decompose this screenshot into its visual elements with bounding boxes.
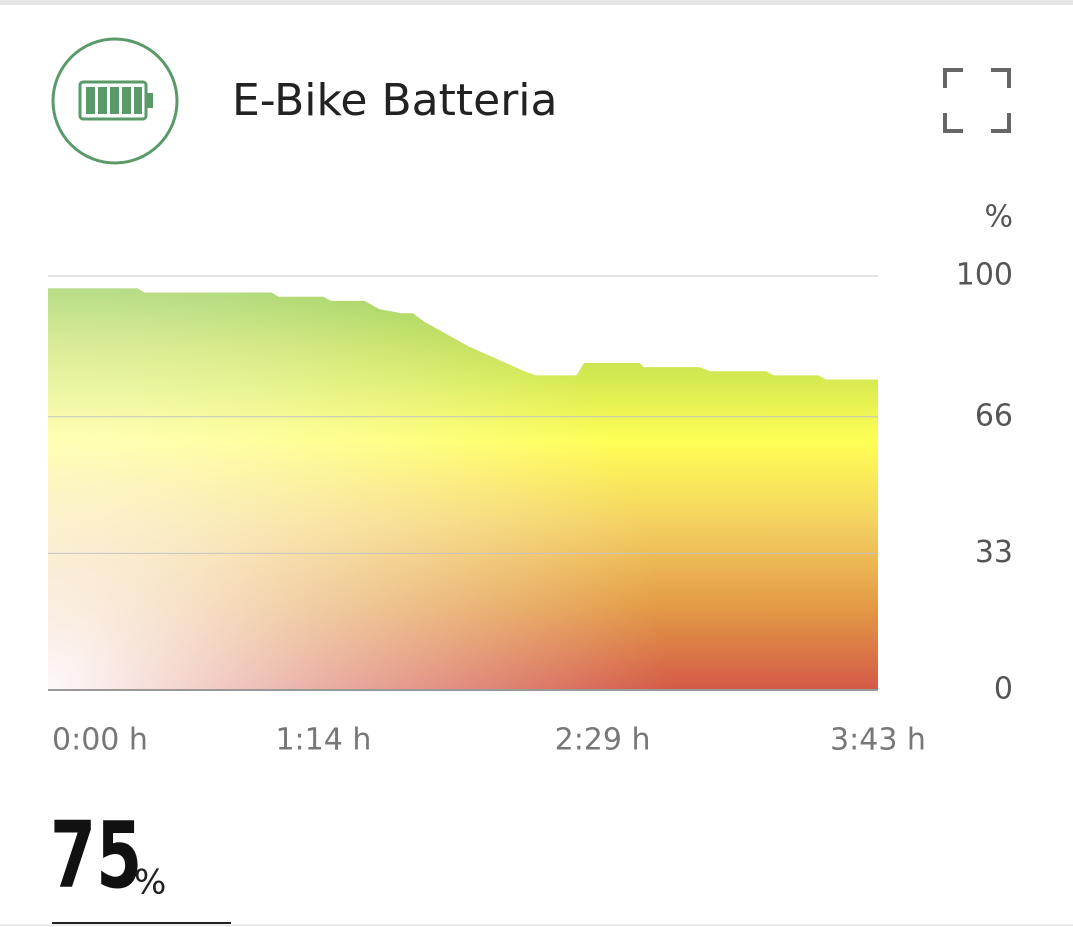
current-value: 75 — [50, 802, 142, 909]
x-tick-label: 1:14 h — [275, 723, 371, 758]
y-tick-label: 0 — [994, 672, 1013, 707]
x-tick-label: 2:29 h — [555, 723, 651, 758]
top-bar — [0, 0, 1073, 5]
battery-badge — [51, 37, 179, 165]
x-tick-label: 3:43 h — [830, 723, 926, 758]
y-tick-label: 100 — [956, 258, 1013, 293]
y-axis-label: % — [984, 200, 1013, 235]
current-unit: % — [134, 863, 166, 903]
y-tick-label: 66 — [975, 398, 1013, 433]
y-tick-label: 33 — [975, 535, 1013, 570]
expand-button[interactable] — [935, 60, 1019, 142]
area-fade — [48, 288, 878, 690]
plot: 0 33 66 100 0:00 h 1:14 h 2:29 h 3:43 h — [48, 258, 1013, 758]
x-tick-label: 0:00 h — [52, 723, 148, 758]
title: E-Bike Batteria — [232, 75, 558, 126]
